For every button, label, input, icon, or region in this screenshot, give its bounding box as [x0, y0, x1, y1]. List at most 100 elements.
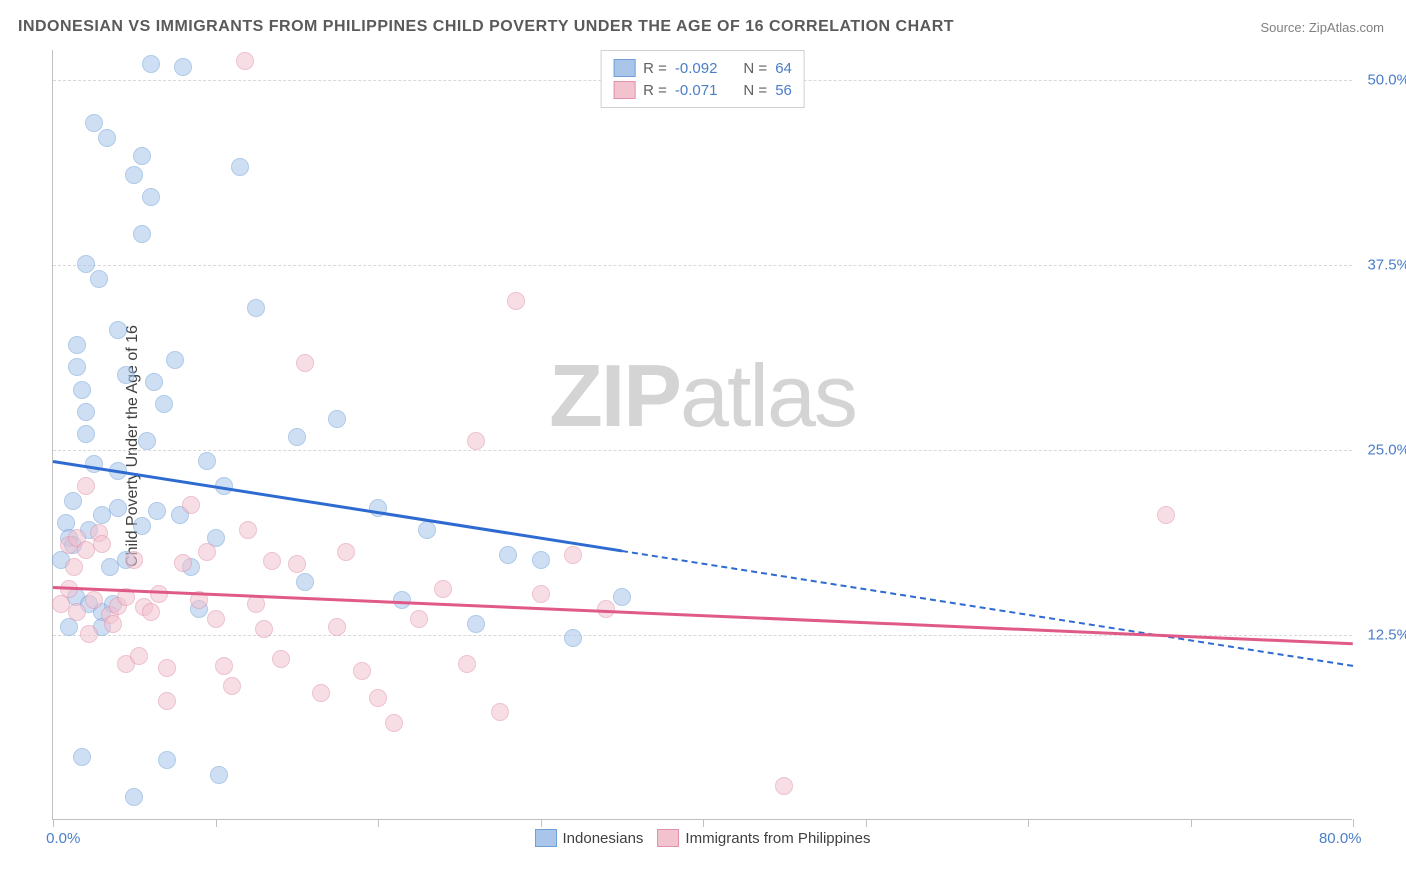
- scatter-point: [90, 270, 108, 288]
- scatter-point: [458, 655, 476, 673]
- stat-r-label: R =: [643, 82, 667, 99]
- scatter-point: [98, 129, 116, 147]
- scatter-point: [532, 585, 550, 603]
- watermark: ZIPatlas: [549, 345, 856, 447]
- scatter-point: [77, 255, 95, 273]
- scatter-point: [369, 689, 387, 707]
- scatter-point: [133, 517, 151, 535]
- stat-n-label: N =: [743, 60, 767, 77]
- scatter-point: [236, 52, 254, 70]
- x-tick: [378, 819, 379, 827]
- source-label: Source: ZipAtlas.com: [1260, 20, 1384, 35]
- legend-row: R = -0.092N = 64: [613, 57, 792, 79]
- scatter-point: [434, 580, 452, 598]
- scatter-point: [68, 603, 86, 621]
- scatter-point: [337, 543, 355, 561]
- legend-item: Indonesians: [535, 829, 644, 847]
- legend-series: Indonesians Immigrants from Philippines: [535, 829, 871, 847]
- scatter-point: [68, 358, 86, 376]
- scatter-point: [77, 477, 95, 495]
- scatter-point: [158, 751, 176, 769]
- legend-item: Immigrants from Philippines: [657, 829, 870, 847]
- scatter-point: [101, 558, 119, 576]
- scatter-point: [775, 777, 793, 795]
- trend-line: [53, 460, 622, 552]
- trend-line: [53, 586, 1353, 645]
- scatter-point: [125, 551, 143, 569]
- scatter-point: [207, 610, 225, 628]
- scatter-point: [130, 647, 148, 665]
- x-tick: [1353, 819, 1354, 827]
- stat-r-value: -0.092: [675, 60, 718, 77]
- scatter-point: [142, 188, 160, 206]
- scatter-point: [467, 615, 485, 633]
- stat-r-value: -0.071: [675, 82, 718, 99]
- x-tick: [1028, 819, 1029, 827]
- scatter-point: [174, 554, 192, 572]
- scatter-point: [410, 610, 428, 628]
- legend-row: R = -0.071N = 56: [613, 79, 792, 101]
- scatter-point: [93, 506, 111, 524]
- scatter-point: [85, 114, 103, 132]
- scatter-point: [385, 714, 403, 732]
- plot-area: ZIPatlas R = -0.092N = 64R = -0.071N = 5…: [52, 50, 1352, 820]
- scatter-point: [64, 492, 82, 510]
- scatter-point: [312, 684, 330, 702]
- scatter-point: [77, 403, 95, 421]
- x-tick-label: 0.0%: [46, 830, 80, 847]
- stat-n-value: 64: [775, 60, 792, 77]
- legend-label: Immigrants from Philippines: [685, 830, 870, 847]
- scatter-point: [142, 55, 160, 73]
- chart-title: INDONESIAN VS IMMIGRANTS FROM PHILIPPINE…: [18, 18, 954, 36]
- scatter-point: [77, 425, 95, 443]
- scatter-point: [328, 618, 346, 636]
- scatter-point: [182, 496, 200, 514]
- scatter-point: [296, 573, 314, 591]
- scatter-point: [117, 366, 135, 384]
- scatter-point: [65, 558, 83, 576]
- scatter-point: [215, 657, 233, 675]
- scatter-point: [231, 158, 249, 176]
- scatter-point: [532, 551, 550, 569]
- scatter-point: [198, 543, 216, 561]
- x-tick: [1191, 819, 1192, 827]
- scatter-point: [104, 615, 122, 633]
- gridline: [53, 450, 1352, 451]
- scatter-point: [564, 629, 582, 647]
- scatter-point: [613, 588, 631, 606]
- scatter-point: [150, 585, 168, 603]
- scatter-point: [133, 147, 151, 165]
- scatter-point: [93, 535, 111, 553]
- y-tick-label: 25.0%: [1367, 441, 1406, 458]
- scatter-point: [564, 546, 582, 564]
- scatter-point: [210, 766, 228, 784]
- scatter-point: [138, 432, 156, 450]
- scatter-point: [491, 703, 509, 721]
- scatter-point: [155, 395, 173, 413]
- legend-swatch: [613, 81, 635, 99]
- scatter-point: [158, 659, 176, 677]
- scatter-point: [296, 354, 314, 372]
- scatter-point: [85, 591, 103, 609]
- scatter-point: [145, 373, 163, 391]
- stat-n-label: N =: [743, 82, 767, 99]
- scatter-point: [255, 620, 273, 638]
- y-tick-label: 12.5%: [1367, 626, 1406, 643]
- scatter-point: [133, 225, 151, 243]
- scatter-point: [80, 625, 98, 643]
- scatter-point: [418, 521, 436, 539]
- scatter-point: [499, 546, 517, 564]
- scatter-point: [142, 603, 160, 621]
- scatter-point: [125, 166, 143, 184]
- x-tick-label: 80.0%: [1319, 830, 1362, 847]
- scatter-point: [288, 428, 306, 446]
- y-tick-label: 50.0%: [1367, 71, 1406, 88]
- scatter-point: [174, 58, 192, 76]
- scatter-point: [125, 788, 143, 806]
- legend-correlation: R = -0.092N = 64R = -0.071N = 56: [600, 50, 805, 108]
- y-tick-label: 37.5%: [1367, 256, 1406, 273]
- legend-swatch: [535, 829, 557, 847]
- scatter-point: [166, 351, 184, 369]
- x-tick: [541, 819, 542, 827]
- scatter-point: [73, 381, 91, 399]
